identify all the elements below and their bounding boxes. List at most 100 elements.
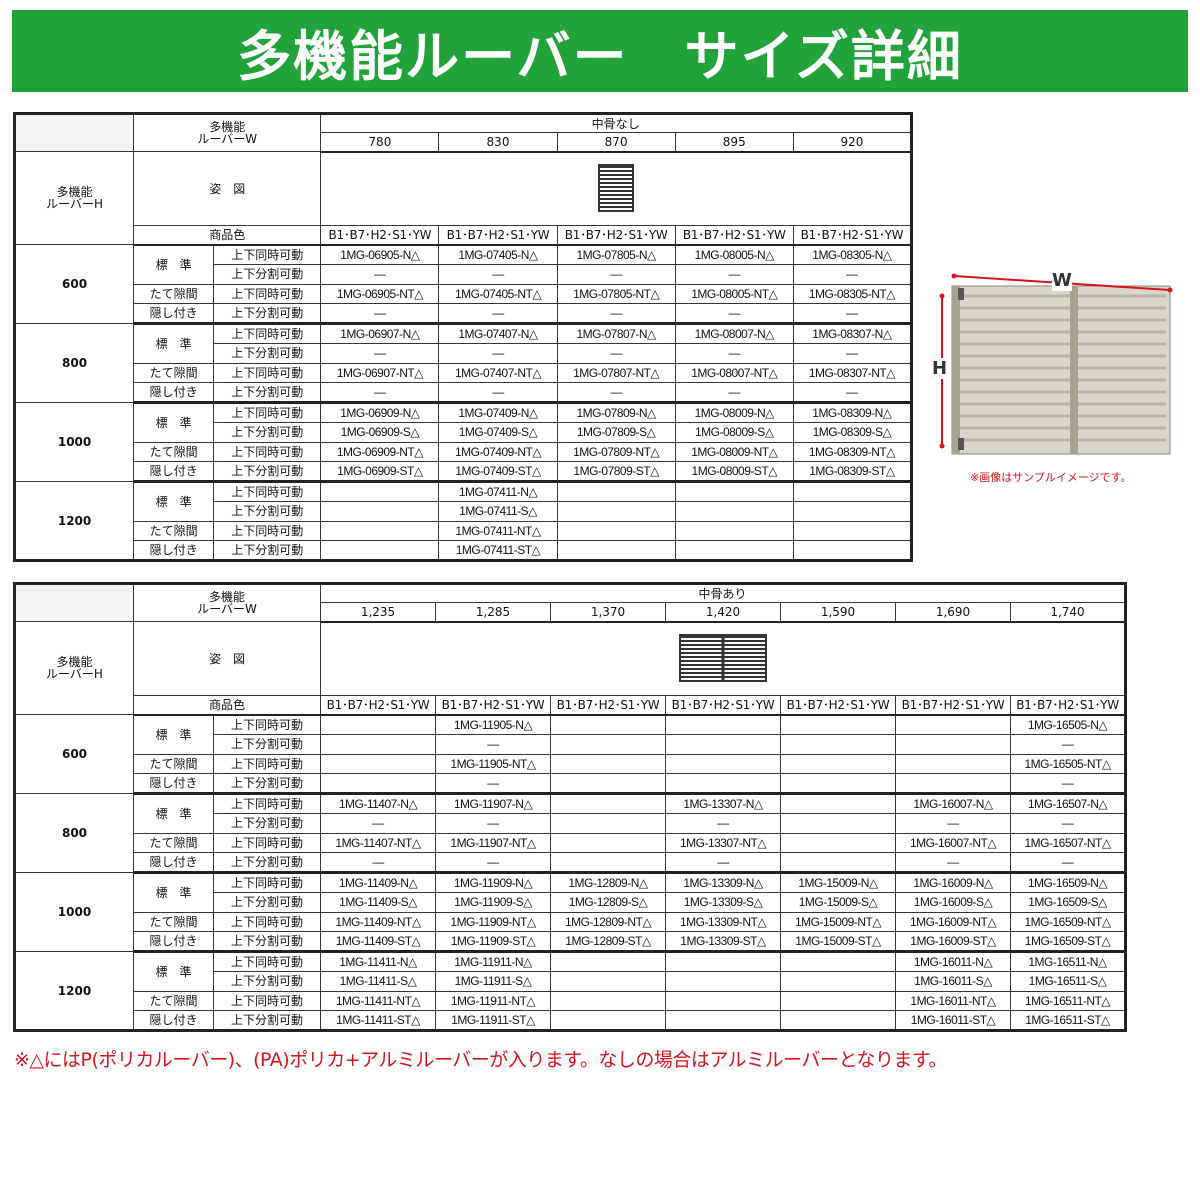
product-code (665, 753, 781, 775)
product-code (780, 812, 896, 834)
sample-louver-image: W H (930, 268, 1180, 468)
product-code (780, 970, 896, 992)
product-code: 1MG-11407-N△ (320, 793, 436, 814)
product-code: 1MG-06907-NT△ (320, 362, 440, 384)
product-code: — (1009, 733, 1127, 755)
height-value: 600 (13, 244, 135, 324)
operation-split: 上下分割可動 (213, 970, 321, 992)
table-row: 1000 標 準上下同時可動 1MG-06909-N△ 1MG-07409-N△ 1MG… (13, 402, 913, 482)
product-code (320, 500, 440, 522)
w-header-line2: ルーバーW (197, 602, 257, 616)
product-code: 1MG-11411-N△ (320, 951, 436, 972)
product-code: — (556, 382, 676, 404)
product-code: 1MG-06907-N△ (320, 323, 440, 344)
product-code: — (674, 342, 794, 364)
product-code (674, 540, 794, 562)
type-gap-hidden: 隠し付き (133, 382, 215, 404)
product-code: 1MG-11911-NT△ (435, 990, 551, 1012)
product-code (780, 733, 896, 755)
product-code: 1MG-07809-N△ (556, 402, 676, 423)
color-value: B1･B7･H2･S1･YW (320, 225, 440, 246)
operation-sync: 上下同時可動 (213, 402, 322, 423)
product-code: 1MG-07409-ST△ (438, 461, 558, 483)
product-code: 1MG-08009-S△ (674, 421, 794, 443)
operation-sync: 上下同時可動 (213, 283, 322, 305)
product-code (550, 852, 666, 874)
product-code: 1MG-11909-N△ (435, 872, 551, 893)
product-code: 1MG-16011-N△ (895, 951, 1011, 972)
product-code: — (895, 812, 1011, 834)
product-code: 1MG-16511-ST△ (1009, 1010, 1127, 1032)
product-code: 1MG-07407-N△ (438, 323, 558, 344)
w-header: 多機能 ルーバーW (133, 583, 321, 622)
width-value: 1,285 (435, 602, 551, 623)
product-code: — (792, 382, 913, 404)
product-code: 1MG-06905-NT△ (320, 283, 440, 305)
table-row: 600 標 準上下同時可動 1MG-11905-N△ 1MG-16505-N△ (14, 714, 1127, 794)
product-code: — (674, 263, 794, 285)
color-value: B1･B7･H2･S1･YW (550, 695, 666, 716)
product-code (780, 990, 896, 1012)
h-header: 多機能 ルーバーH (14, 621, 134, 715)
product-code: 1MG-07409-NT△ (438, 441, 558, 463)
operation-sync: 上下同時可動 (213, 362, 322, 384)
frame-group-header: 中骨あり (319, 583, 1127, 603)
width-value: 870 (556, 132, 676, 153)
operation-sync: 上下同時可動 (213, 951, 321, 972)
product-code: 1MG-11909-S△ (435, 891, 551, 913)
type-gap-hidden: 隠し付き (133, 931, 214, 953)
operation-split: 上下分割可動 (213, 500, 322, 522)
product-code: 1MG-11411-NT△ (320, 990, 436, 1012)
product-code (550, 812, 666, 834)
product-code (556, 500, 676, 522)
product-code: 1MG-16009-N△ (895, 872, 1011, 893)
product-code (665, 970, 781, 992)
width-value: 1,740 (1009, 602, 1127, 623)
product-code (320, 714, 436, 735)
table-row: 上下分割可動 — — — — — (15, 812, 1127, 834)
operation-split: 上下分割可動 (213, 540, 322, 562)
width-value: 895 (674, 132, 794, 153)
table-row: たて隙間 上下同時可動 1MG-06909-NT△ 1MG-07409-NT△ 1MG-… (15, 441, 913, 463)
product-code: 1MG-07409-S△ (438, 421, 558, 443)
product-code: 1MG-16009-NT△ (895, 911, 1011, 933)
table-row: 隠し付き 上下分割可動 — — — — — (15, 303, 913, 325)
product-code: 1MG-16507-NT△ (1009, 832, 1127, 854)
height-value: 1200 (14, 951, 134, 1031)
table-row: 780 830 870 895 920 (15, 132, 913, 153)
width-value: 920 (792, 132, 913, 153)
product-code: — (674, 382, 794, 404)
product-code: 1MG-08305-NT△ (792, 283, 913, 305)
color-value: B1･B7･H2･S1･YW (435, 695, 551, 716)
table-row: 1,235 1,285 1,370 1,420 1,590 1,690 1,740 (15, 602, 1127, 623)
type-gap-hidden: 隠し付き (133, 852, 214, 874)
type-standard: 標 準 (133, 714, 214, 755)
product-code (320, 520, 440, 542)
sample-image-caption: ※画像はサンプルイメージです。 (970, 471, 1132, 484)
product-code (895, 773, 1011, 795)
product-code: — (895, 852, 1011, 874)
product-code: 1MG-16007-N△ (895, 793, 1011, 814)
product-code: 1MG-08307-NT△ (792, 362, 913, 384)
product-code: 1MG-08309-S△ (792, 421, 913, 443)
product-code (550, 970, 666, 992)
product-code: 1MG-13309-N△ (665, 872, 781, 893)
type-gap-hidden: たて隙間 (133, 990, 214, 1012)
h-header: 多機能 ルーバーH (13, 151, 135, 245)
product-code (780, 852, 896, 874)
product-code: 1MG-15009-N△ (780, 872, 896, 893)
color-value: B1･B7･H2･S1･YW (320, 695, 436, 716)
type-gap-hidden: 隠し付き (133, 773, 214, 795)
figure-cell (320, 151, 912, 226)
product-code: 1MG-16509-NT△ (1009, 911, 1127, 933)
product-code: 1MG-16009-ST△ (895, 931, 1011, 953)
product-code: 1MG-07405-NT△ (438, 283, 558, 305)
product-code: 1MG-16509-N△ (1009, 872, 1127, 893)
product-code (674, 500, 794, 522)
table-row: 上下分割可動 — — — — — (15, 342, 913, 364)
size-table-no-center-frame: 多機能 ルーバーW 中骨なし 780 830 870 895 920 多機能 ルーバーH 姿 図商品… (13, 112, 913, 562)
product-code (320, 733, 436, 755)
operation-sync: 上下同時可動 (213, 441, 322, 463)
product-code: 1MG-11409-N△ (320, 872, 436, 893)
width-label: W (1052, 270, 1072, 291)
